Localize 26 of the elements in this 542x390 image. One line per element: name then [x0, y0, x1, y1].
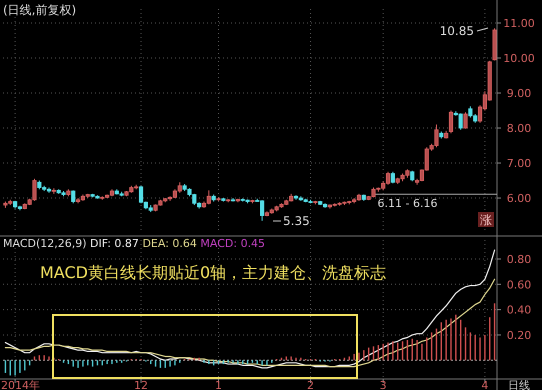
chart-subtitle: MACD: 0.45 [200, 237, 266, 250]
x-tick-label: 2014年 [1, 379, 40, 390]
x-tick-label: 1 [215, 379, 222, 390]
chart-title: (日线,前复权) [3, 3, 76, 17]
ref-line-label: 6.11 - 6.16 [378, 197, 438, 210]
text: DIF: 0.87 [90, 237, 142, 250]
x-tick-label: 3 [380, 379, 387, 390]
x-tick-label: 2 [307, 379, 314, 390]
x-tick-label: 12 [134, 379, 148, 390]
y-tick-label: 0.80 [506, 252, 532, 266]
y-tick-label: 0.40 [506, 304, 532, 317]
annotation: 5.35 [283, 214, 310, 228]
y-tick-label: 6.00 [506, 192, 532, 206]
chart-title: MACD(12,26,9) [3, 237, 90, 250]
annotation: 10.85 [440, 24, 474, 38]
annotation: 涨 [480, 213, 492, 227]
text: DEA: 0.64 [142, 237, 200, 250]
y-tick-label: 8.00 [506, 122, 532, 136]
y-tick-label: 7.00 [506, 157, 532, 170]
y-tick-label: 11.00 [503, 17, 535, 30]
x-tick-label: 4 [481, 379, 488, 390]
y-tick-label: 0.60 [506, 278, 532, 292]
y-tick-label: 10.00 [503, 52, 535, 66]
y-tick-label: 0.20 [506, 328, 532, 342]
annotation: MACD黄白线长期贴近0轴，主力建仓、洗盘标志 [40, 263, 386, 282]
y-tick-label: 9.00 [506, 87, 532, 100]
